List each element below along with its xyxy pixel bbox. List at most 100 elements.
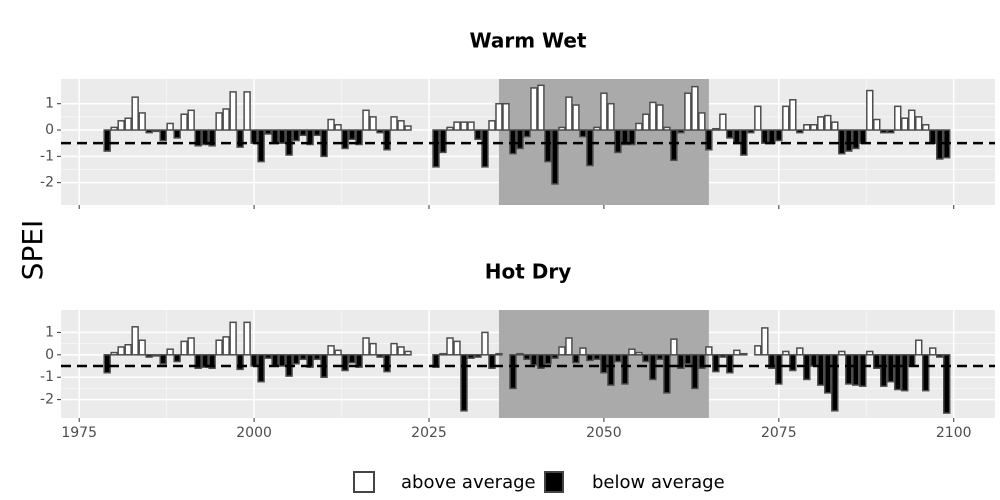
y-tick-label: -2 xyxy=(40,175,54,191)
legend-label: above average xyxy=(401,472,536,493)
bar xyxy=(439,352,447,356)
bar xyxy=(474,354,482,358)
x-tick-label: 2000 xyxy=(236,425,272,441)
bar xyxy=(404,350,412,356)
bar xyxy=(663,354,671,394)
bar xyxy=(929,129,937,144)
bar xyxy=(299,129,307,137)
bar xyxy=(551,129,559,185)
bar xyxy=(859,129,867,144)
bar xyxy=(628,129,636,146)
x-tick-label: 2025 xyxy=(411,425,447,441)
bar xyxy=(614,354,622,363)
bar xyxy=(152,129,160,133)
bar xyxy=(376,354,384,358)
bar xyxy=(859,354,867,387)
bar xyxy=(670,338,678,356)
bar xyxy=(544,354,552,365)
bar xyxy=(362,337,370,356)
bar xyxy=(677,129,685,134)
bar xyxy=(789,354,797,372)
bar xyxy=(810,124,818,131)
bar xyxy=(453,340,461,356)
bar xyxy=(467,354,475,359)
bar xyxy=(936,129,944,160)
bar xyxy=(138,339,146,356)
y-tick-label: -1 xyxy=(40,369,54,385)
bar xyxy=(838,350,846,356)
bar xyxy=(621,354,629,385)
bar xyxy=(166,348,174,356)
bar xyxy=(908,354,916,367)
bar xyxy=(306,129,314,146)
bar xyxy=(215,112,223,131)
bar xyxy=(719,354,727,358)
x-tick-label: 2050 xyxy=(586,425,622,441)
bar xyxy=(110,351,118,356)
bar xyxy=(327,345,335,356)
bar xyxy=(803,124,811,131)
bar xyxy=(558,126,566,131)
bar xyxy=(383,354,391,373)
bar xyxy=(397,120,405,131)
bar xyxy=(565,96,573,131)
panel-title: Warm Wet xyxy=(470,29,587,53)
bar xyxy=(880,354,888,387)
bar xyxy=(278,129,286,144)
bar xyxy=(810,354,818,367)
bar xyxy=(439,129,447,154)
bar xyxy=(222,108,230,131)
bar xyxy=(467,121,475,131)
bar xyxy=(229,321,237,356)
bar xyxy=(159,129,167,142)
bar xyxy=(362,109,370,131)
bar xyxy=(600,354,608,374)
bar xyxy=(145,354,153,358)
bar xyxy=(229,91,237,131)
bar xyxy=(530,87,538,131)
bar xyxy=(628,348,636,356)
bar xyxy=(537,354,545,370)
bar xyxy=(208,129,216,147)
bar xyxy=(824,354,832,394)
bar xyxy=(257,354,265,383)
bar xyxy=(614,129,622,154)
bar xyxy=(761,327,769,356)
bar xyxy=(117,346,125,356)
bar xyxy=(943,354,951,414)
bar xyxy=(397,346,405,356)
bar xyxy=(222,336,230,356)
bar xyxy=(187,337,195,356)
bar xyxy=(523,129,531,138)
bar xyxy=(194,354,202,370)
bar xyxy=(586,129,594,167)
bar xyxy=(369,342,377,356)
y-tick-label: 1 xyxy=(45,96,54,112)
bar xyxy=(761,129,769,144)
bar xyxy=(712,354,720,373)
bar xyxy=(775,129,783,142)
bar xyxy=(250,354,258,367)
bar xyxy=(691,85,699,131)
y-tick-label: -1 xyxy=(40,148,54,164)
bar xyxy=(789,99,797,131)
bar xyxy=(236,354,244,371)
bar xyxy=(257,129,265,163)
bar xyxy=(124,343,132,356)
bar xyxy=(341,354,349,372)
legend-swatch xyxy=(544,471,564,493)
bar xyxy=(817,354,825,386)
bar xyxy=(110,126,118,131)
bar xyxy=(481,331,489,356)
bar xyxy=(866,350,874,356)
bar xyxy=(796,347,804,356)
bar xyxy=(502,102,510,131)
y-tick-label: 0 xyxy=(45,122,54,138)
y-tick-label: -2 xyxy=(40,392,54,408)
bar xyxy=(474,129,482,140)
bar xyxy=(313,354,321,361)
bar xyxy=(915,339,923,356)
bar xyxy=(593,126,601,131)
bar xyxy=(831,354,839,412)
bar xyxy=(201,129,209,146)
